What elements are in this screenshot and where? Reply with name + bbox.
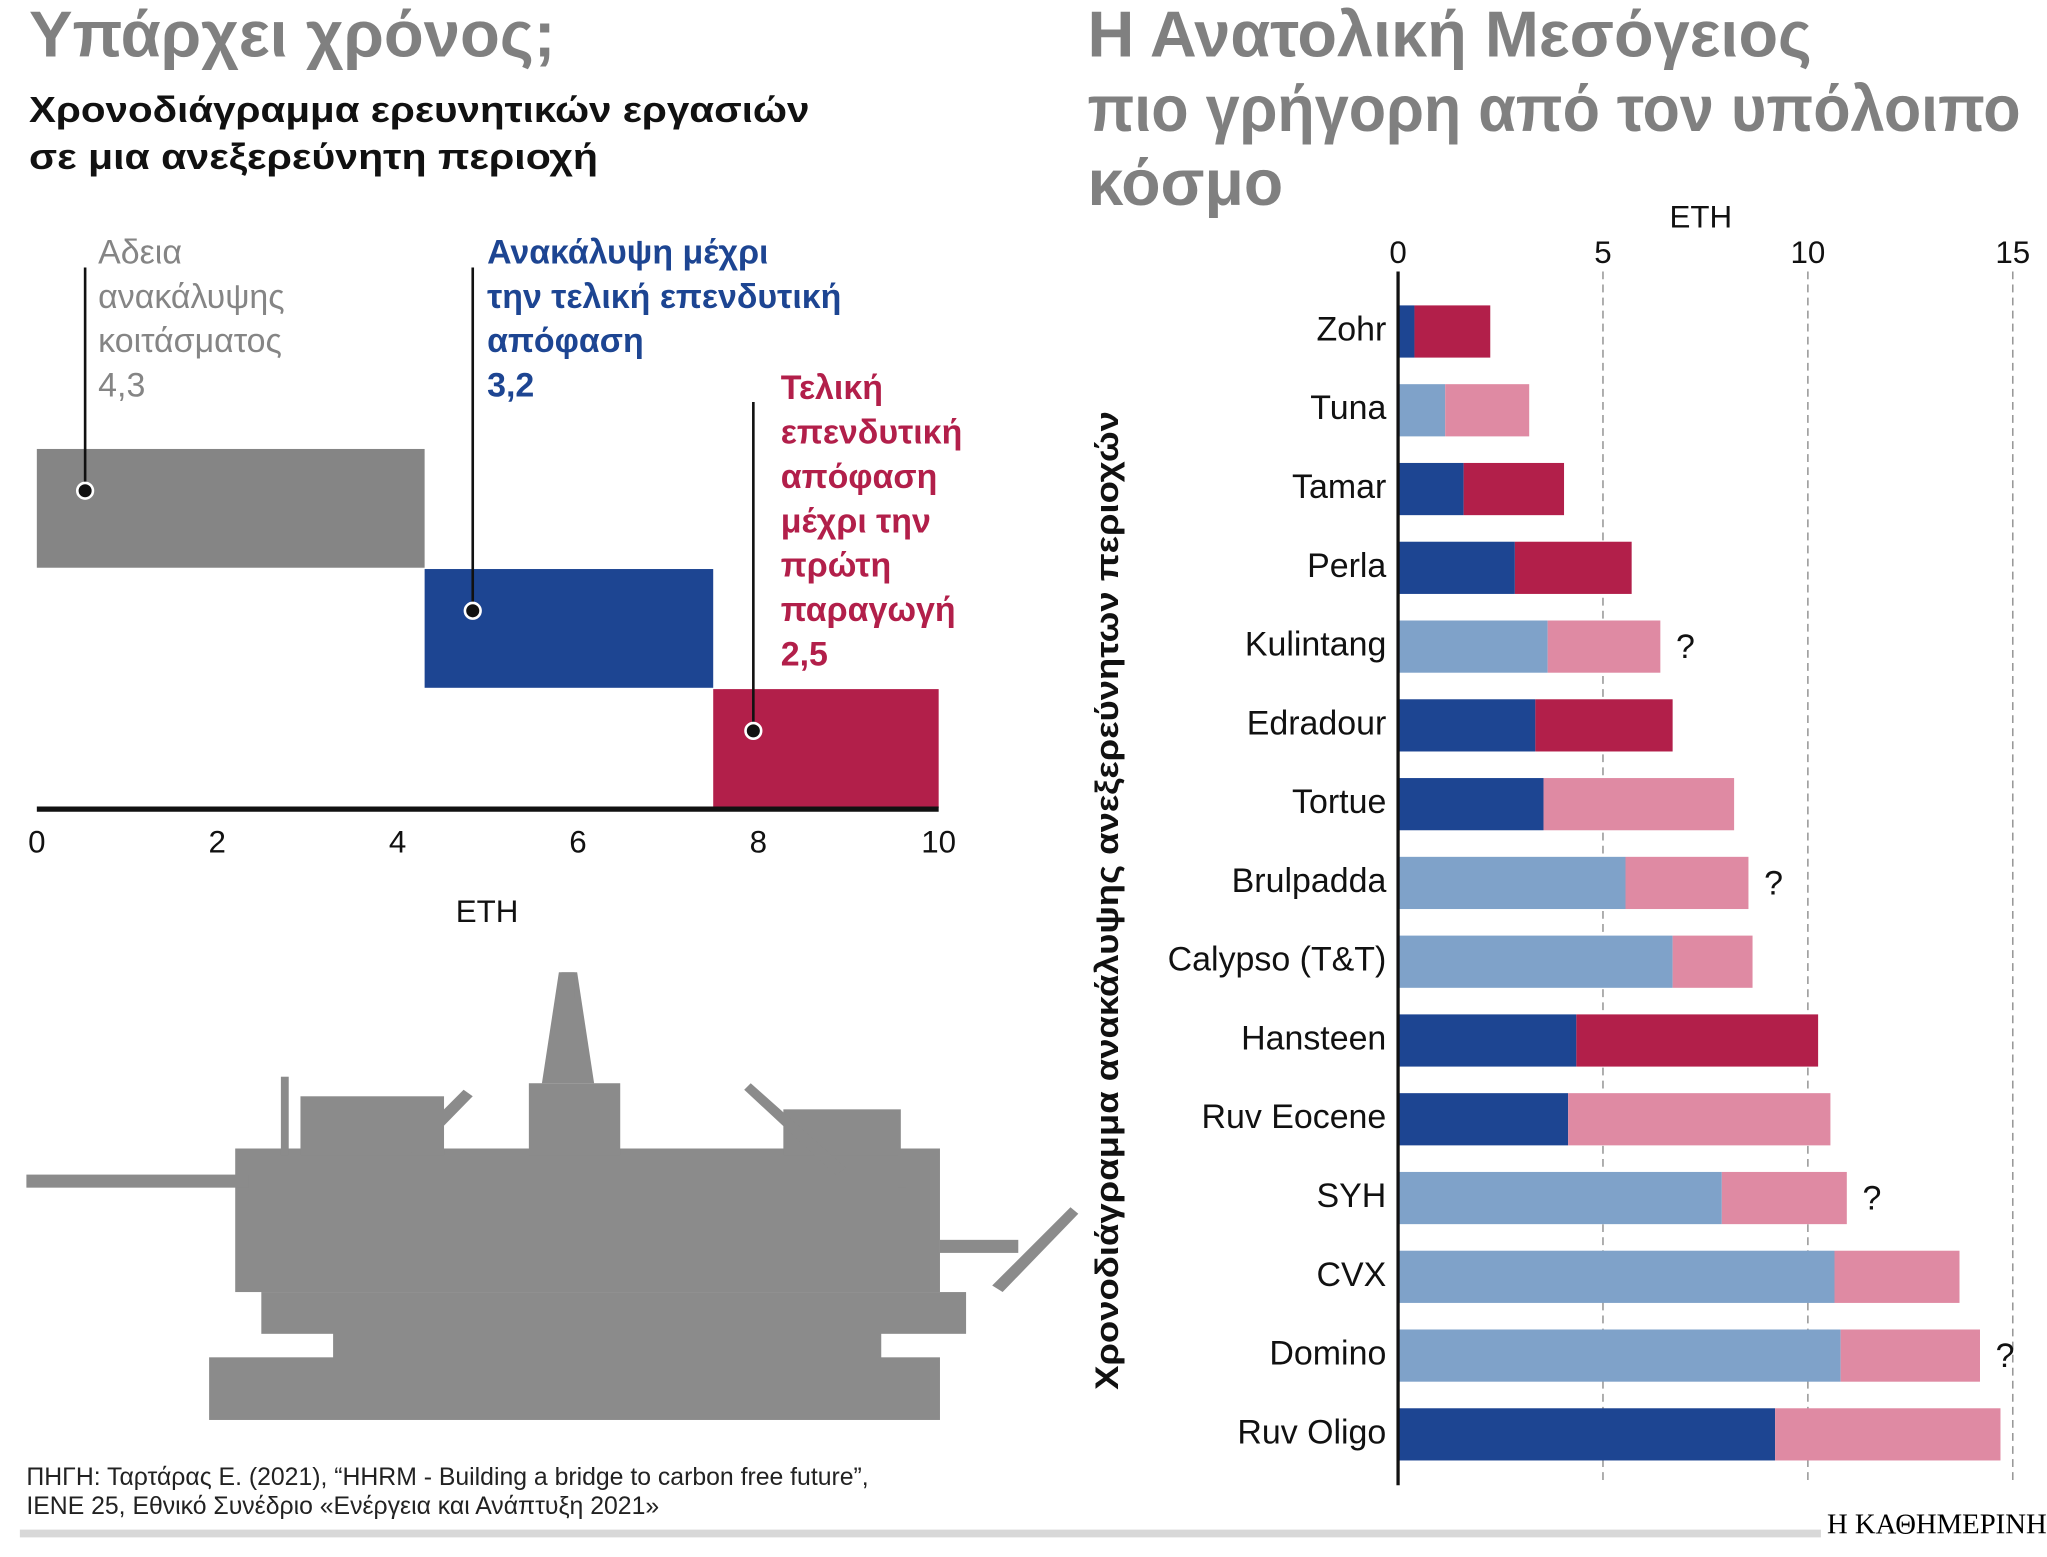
- category-label: Ruv Oligo: [1237, 1413, 1386, 1451]
- category-label: Kulintang: [1245, 626, 1386, 664]
- bar-segment: [1775, 1408, 2001, 1461]
- bar-segment: [36, 448, 425, 568]
- chart-title: πιο γρήγορη από τον υπόλοιπο: [1087, 72, 2020, 145]
- segment-label: παραγωγή: [781, 591, 956, 629]
- bar-segment: [1398, 1093, 1569, 1146]
- bar-segment: [1834, 1250, 1960, 1303]
- chart-title: Η Ανατολική Μεσόγειος: [1087, 0, 1811, 70]
- bar-segment: [1398, 462, 1464, 516]
- leader-dot: [75, 481, 95, 500]
- bar-segment: [1398, 1014, 1577, 1067]
- segment-label: επενδυτική: [781, 414, 963, 452]
- bar-segment: [1543, 778, 1735, 831]
- chart-title: Υπάρχει χρόνος;: [29, 0, 556, 70]
- bar-segment: [1398, 1408, 1776, 1461]
- category-label: Ruv Eocene: [1202, 1098, 1387, 1136]
- bar-segment: [1398, 856, 1626, 910]
- category-label: Tamar: [1292, 468, 1386, 506]
- value-label: 2,5: [781, 635, 828, 673]
- chart-subtitle: σε μια ανεξερεύνητη περιοχή: [29, 136, 598, 177]
- x-tick-label: 0: [28, 825, 45, 860]
- row-note: ?: [1996, 1337, 2015, 1375]
- segment-label: κοιτάσματος: [98, 322, 282, 360]
- segment-label: ανακάλυψης: [98, 278, 284, 316]
- segment-label: την τελική επενδυτική: [487, 278, 841, 316]
- bar-segment: [1514, 541, 1632, 594]
- bar-segment: [1398, 1250, 1835, 1303]
- segment-label: απόφαση: [487, 322, 644, 360]
- row-note: ?: [1764, 865, 1783, 903]
- x-tick-label: 5: [1594, 235, 1611, 270]
- bar-segment: [1398, 384, 1446, 437]
- chart-subtitle: Χρονοδιάγραμμα ερευνητικών εργασιών: [29, 89, 809, 130]
- segment-label: Ανακάλυψη μέχρι: [487, 233, 768, 271]
- category-label: Domino: [1269, 1335, 1386, 1373]
- bar-segment: [1463, 462, 1565, 516]
- segment-label: πρώτη: [781, 547, 892, 585]
- leader-dot: [463, 601, 482, 620]
- bar-segment: [713, 689, 939, 808]
- value-label: 4,3: [98, 367, 145, 405]
- x-axis-title: ΕΤΗ: [1670, 200, 1733, 235]
- bar-segment: [1625, 856, 1749, 910]
- bar-segment: [1398, 1171, 1722, 1225]
- category-label: Tuna: [1310, 389, 1386, 427]
- bar-segment: [1398, 935, 1673, 988]
- x-tick-label: 0: [1389, 235, 1406, 270]
- bar-segment: [1398, 1329, 1841, 1382]
- y-axis-title: Χρονοδιάγραμμα ανακάλυψης ανεξερεύνητων …: [1088, 411, 1125, 1390]
- x-tick-label: 4: [389, 825, 406, 860]
- leader-dot: [744, 721, 763, 740]
- bar-segment: [1568, 1093, 1831, 1146]
- bar-segment: [1672, 935, 1753, 988]
- bar-segment: [1398, 778, 1544, 831]
- row-note: ?: [1676, 628, 1695, 666]
- x-tick-label: 6: [569, 825, 586, 860]
- platform-illustration: [26, 972, 1079, 1420]
- category-label: Hansteen: [1241, 1019, 1386, 1057]
- category-label: CVX: [1317, 1256, 1387, 1294]
- segment-label: απόφαση: [781, 458, 938, 496]
- x-tick-label: 10: [1790, 235, 1825, 270]
- value-label: 3,2: [487, 367, 534, 405]
- segment-label: μέχρι την: [781, 502, 931, 540]
- x-axis-title: ΕΤΗ: [456, 894, 519, 929]
- bar-segment: [1576, 1014, 1819, 1067]
- category-label: Zohr: [1317, 310, 1387, 348]
- bar-segment: [1535, 699, 1673, 752]
- source: ΙΕΝΕ 25, Εθνικό Συνέδριο «Ενέργεια και Α…: [26, 1493, 659, 1520]
- bar-segment: [1840, 1329, 1980, 1382]
- x-tick-label: 10: [921, 825, 956, 860]
- category-label: Edradour: [1247, 704, 1387, 742]
- bar-segment: [1398, 305, 1415, 358]
- source: ΠΗΓΗ: Ταρτάρας Ε. (2021), “HHRM - Buildi…: [26, 1464, 868, 1491]
- bar-segment: [1721, 1171, 1847, 1225]
- chart-title: κόσμο: [1087, 146, 1283, 219]
- row-note: ?: [1862, 1180, 1881, 1218]
- category-label: Perla: [1307, 547, 1386, 585]
- bar-segment: [1414, 305, 1491, 358]
- segment-label: Αδεια: [98, 233, 182, 271]
- category-label: Calypso (T&T): [1168, 941, 1387, 979]
- bar-segment: [1547, 620, 1661, 673]
- x-tick-label: 15: [1995, 235, 2030, 270]
- x-tick-label: 2: [208, 825, 225, 860]
- bar-segment: [1398, 541, 1515, 594]
- x-tick-label: 8: [750, 825, 767, 860]
- bar-segment: [1398, 620, 1548, 673]
- segment-label: Τελική: [781, 369, 883, 407]
- category-label: SYH: [1317, 1177, 1387, 1215]
- category-label: Tortue: [1292, 783, 1386, 821]
- bar-segment: [424, 569, 714, 688]
- category-label: Brulpadda: [1232, 862, 1387, 900]
- bar-segment: [1445, 384, 1530, 437]
- bar-segment: [1398, 699, 1536, 752]
- brand: Η ΚΑΘΗΜΕΡΙΝΗ: [1827, 1509, 2047, 1541]
